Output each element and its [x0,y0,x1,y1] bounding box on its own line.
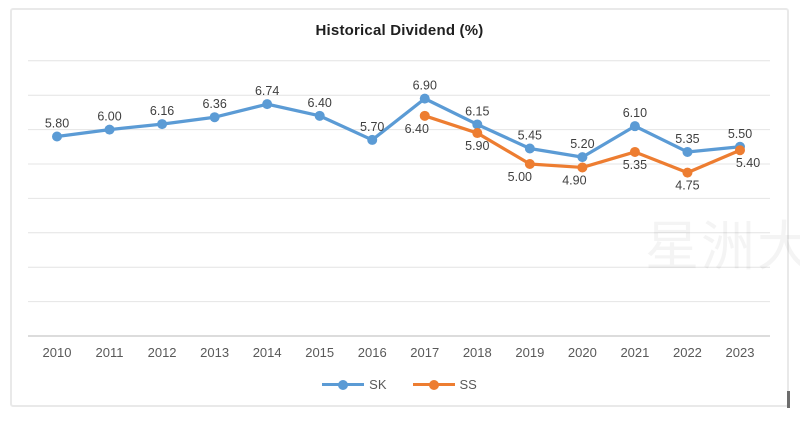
data-label-ss: 6.40 [405,122,429,136]
data-label-sk: 5.45 [518,129,542,143]
data-label-sk: 6.16 [150,104,174,118]
x-tick-label: 2021 [620,345,649,360]
legend-marker-icon [412,379,455,390]
dividend-line-chart: 2010 2011 2012 2013 2014 2015 2016 2017 2018 2019… [28,60,770,360]
data-point-ss [629,146,640,157]
data-point-ss [419,110,430,121]
data-label-ss: 5.35 [623,158,647,172]
data-label-sk: 6.36 [202,97,226,111]
data-point-ss [577,162,588,173]
data-label-sk: 6.74 [255,84,279,98]
data-label-ss: 5.90 [465,139,489,153]
x-tick-label: 2020 [568,345,597,360]
legend-label: SK [369,377,387,392]
x-tick-label: 2018 [463,345,492,360]
data-point-ss [524,159,535,169]
data-point-sk [52,131,62,142]
chart-title: Historical Dividend (%) [315,22,484,39]
data-point-sk [262,99,273,110]
data-point-sk [524,143,535,154]
legend-item-sk[interactable]: SK [322,377,387,392]
x-tick-label: 2011 [96,345,124,360]
data-label-sk: 5.20 [570,137,594,151]
data-label-ss: 4.90 [562,173,586,187]
data-label-sk: 6.40 [308,96,332,110]
x-tick-label: 2023 [726,345,755,360]
data-label-sk: 5.50 [728,127,752,141]
data-point-sk [209,112,220,123]
chart-card: Historical Dividend (%) 2010 2011 2012 2013… [10,8,800,407]
data-label-sk: 5.35 [675,132,699,146]
data-point-ss [734,145,745,156]
data-label-ss: 5.00 [508,170,532,184]
x-tick-label: 2013 [200,345,229,360]
data-point-sk [682,146,693,157]
x-tick-label: 2016 [358,345,387,360]
data-point-sk [367,134,378,145]
legend-marker-icon [322,379,365,390]
data-label-sk: 6.10 [623,106,647,120]
data-point-sk [157,119,168,130]
x-tick-label: 2017 [410,345,439,360]
x-tick-label: 2010 [43,345,72,360]
data-point-sk [104,124,115,135]
data-point-sk [629,121,640,132]
data-label-ss: 5.40 [736,156,760,170]
legend-item-ss[interactable]: SS [412,377,477,392]
x-tick-label: 2022 [673,345,702,360]
x-tick-label: 2019 [515,345,544,360]
data-label-sk: 6.00 [97,110,121,124]
data-point-sk [314,110,325,121]
data-point-sk [472,119,483,130]
data-point-sk [577,152,588,163]
scrollbar-thumb[interactable] [787,391,790,408]
data-label-ss: 4.75 [675,179,699,193]
x-tick-label: 2012 [148,345,177,360]
data-label-sk: 5.70 [360,120,384,134]
data-label-sk: 6.90 [413,79,437,93]
x-tick-label: 2015 [305,345,334,360]
series-line-sk [55,97,742,159]
data-point-ss [682,167,693,178]
chart-legend: SK SS [12,377,787,392]
data-label-sk: 5.80 [45,116,69,130]
data-label-sk: 6.15 [465,104,489,118]
data-point-sk [419,93,430,104]
legend-label: SS [459,377,477,392]
x-tick-label: 2014 [253,345,282,360]
data-point-ss [472,128,483,139]
